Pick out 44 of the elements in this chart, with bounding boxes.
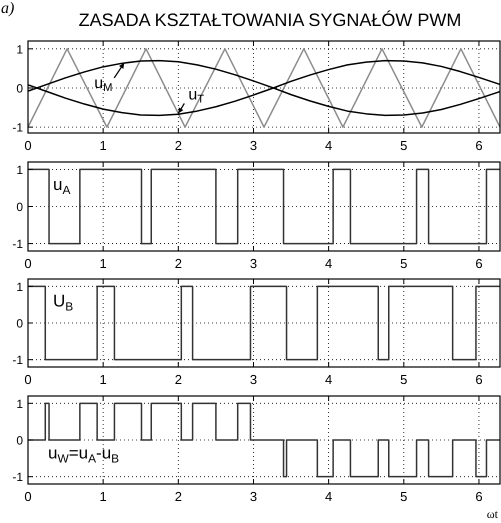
annotation: u$_{W}$=u$_{A}$-u$_{B}$ bbox=[48, 443, 120, 465]
chart-title: ZASADA KSZTAŁTOWANIA SYGNAŁÓW PWM bbox=[78, 10, 462, 30]
y-tick-label: -1 bbox=[12, 120, 24, 135]
x-tick-label: 4 bbox=[325, 138, 332, 153]
y-tick-label: 1 bbox=[16, 42, 24, 56]
x-tick-label: 6 bbox=[475, 489, 483, 504]
y-tick-label: 0 bbox=[16, 434, 24, 448]
x-tick-label: 1 bbox=[100, 489, 107, 504]
y-tick-label: -1 bbox=[12, 353, 24, 368]
y-tick-label: -1 bbox=[12, 237, 24, 252]
y-tick-label: 1 bbox=[16, 280, 24, 294]
x-tick-label: 5 bbox=[400, 372, 408, 387]
annotation: u$_{A}$ bbox=[53, 174, 70, 196]
x-tick-label: 2 bbox=[174, 256, 182, 271]
x-tick-label: 2 bbox=[174, 138, 182, 153]
x-tick-label: 4 bbox=[325, 372, 332, 387]
x-tick-label: 6 bbox=[475, 372, 483, 387]
x-tick-label: 5 bbox=[400, 489, 408, 504]
x-tick-label: 1 bbox=[100, 372, 107, 387]
x-tick-label: 4 bbox=[325, 489, 332, 504]
x-tick-label: 6 bbox=[475, 138, 483, 153]
y-tick-label: 1 bbox=[16, 162, 24, 177]
x-tick-label: 6 bbox=[475, 256, 483, 271]
text: a) bbox=[1, 0, 14, 17]
annotation: u$_{T}$ bbox=[188, 86, 204, 106]
x-tick-label: 5 bbox=[400, 138, 408, 153]
x-tick-label: 3 bbox=[250, 489, 258, 504]
x-tick-label: 2 bbox=[174, 372, 182, 387]
x-tick-label: 1 bbox=[100, 138, 107, 153]
y-tick-label: 0 bbox=[16, 200, 24, 214]
x-tick-label: 1 bbox=[100, 256, 107, 271]
y-tick-label: -1 bbox=[12, 470, 24, 484]
x-axis-title: ωt bbox=[486, 507, 499, 521]
y-tick-label: 1 bbox=[16, 396, 24, 411]
annotation: u$_{M}$ bbox=[94, 74, 112, 94]
annotation: U$_{B}$ bbox=[53, 292, 74, 314]
x-tick-label: 3 bbox=[250, 256, 258, 271]
x-tick-label: 3 bbox=[250, 138, 258, 153]
x-tick-label: 2 bbox=[174, 489, 182, 504]
x-tick-label: 3 bbox=[250, 372, 258, 387]
x-tick-label: 5 bbox=[400, 256, 408, 271]
y-tick-label: 0 bbox=[16, 316, 24, 330]
x-tick-label: 4 bbox=[325, 256, 332, 271]
y-tick-label: 0 bbox=[16, 81, 24, 96]
